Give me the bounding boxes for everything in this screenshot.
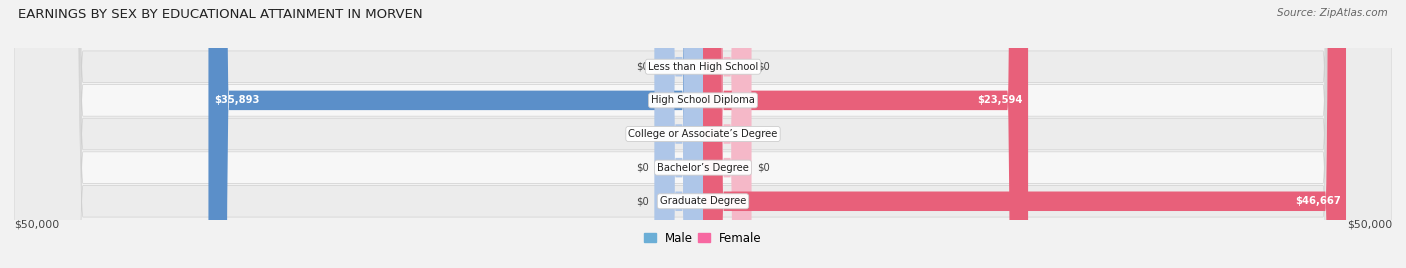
Text: $35,893: $35,893	[214, 95, 259, 105]
FancyBboxPatch shape	[14, 0, 1392, 268]
Text: $0: $0	[637, 62, 650, 72]
Text: $0: $0	[756, 62, 769, 72]
Text: Less than High School: Less than High School	[648, 62, 758, 72]
Text: $0: $0	[637, 163, 650, 173]
FancyBboxPatch shape	[703, 0, 751, 268]
Text: Graduate Degree: Graduate Degree	[659, 196, 747, 206]
FancyBboxPatch shape	[14, 0, 1392, 268]
Text: $0: $0	[637, 196, 650, 206]
FancyBboxPatch shape	[655, 0, 703, 268]
Text: College or Associate’s Degree: College or Associate’s Degree	[628, 129, 778, 139]
FancyBboxPatch shape	[208, 0, 703, 268]
Text: Source: ZipAtlas.com: Source: ZipAtlas.com	[1277, 8, 1388, 18]
Text: High School Diploma: High School Diploma	[651, 95, 755, 105]
FancyBboxPatch shape	[703, 0, 751, 268]
FancyBboxPatch shape	[655, 0, 703, 268]
Text: $0: $0	[756, 129, 769, 139]
FancyBboxPatch shape	[14, 0, 1392, 268]
FancyBboxPatch shape	[14, 0, 1392, 268]
FancyBboxPatch shape	[655, 0, 703, 268]
FancyBboxPatch shape	[703, 0, 1346, 268]
Text: $0: $0	[756, 163, 769, 173]
Legend: Male, Female: Male, Female	[644, 232, 762, 245]
FancyBboxPatch shape	[655, 0, 703, 268]
Text: $50,000: $50,000	[1347, 219, 1392, 229]
Text: $46,667: $46,667	[1295, 196, 1340, 206]
Text: $50,000: $50,000	[14, 219, 59, 229]
FancyBboxPatch shape	[703, 0, 1028, 268]
Text: $23,594: $23,594	[977, 95, 1022, 105]
FancyBboxPatch shape	[14, 0, 1392, 268]
Text: $0: $0	[637, 129, 650, 139]
FancyBboxPatch shape	[703, 0, 751, 268]
Text: EARNINGS BY SEX BY EDUCATIONAL ATTAINMENT IN MORVEN: EARNINGS BY SEX BY EDUCATIONAL ATTAINMEN…	[18, 8, 423, 21]
Text: Bachelor’s Degree: Bachelor’s Degree	[657, 163, 749, 173]
